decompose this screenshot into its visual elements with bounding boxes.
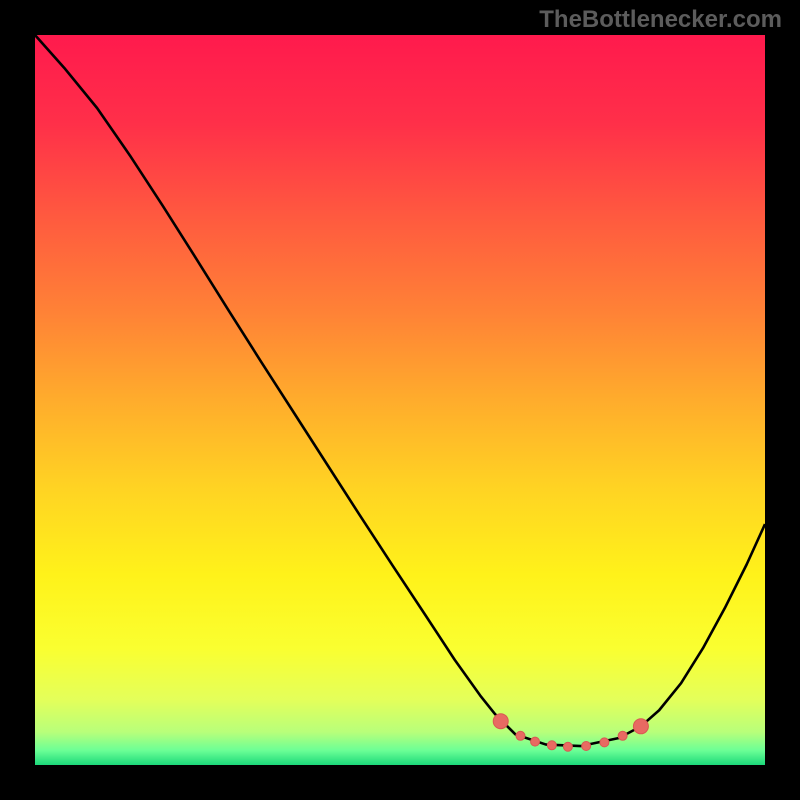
plot-area bbox=[35, 35, 765, 765]
curve-layer bbox=[35, 35, 765, 765]
curve-marker bbox=[547, 741, 556, 750]
curve-marker bbox=[582, 742, 591, 751]
curve-marker bbox=[563, 742, 572, 751]
curve-marker bbox=[600, 738, 609, 747]
curve-marker bbox=[531, 737, 540, 746]
watermark-text: TheBottlenecker.com bbox=[539, 6, 782, 34]
curve-marker bbox=[618, 731, 627, 740]
curve-marker bbox=[633, 719, 648, 734]
curve-marker bbox=[493, 714, 508, 729]
bottleneck-curve bbox=[35, 35, 765, 746]
marker-group bbox=[493, 714, 648, 752]
curve-marker bbox=[516, 731, 525, 740]
